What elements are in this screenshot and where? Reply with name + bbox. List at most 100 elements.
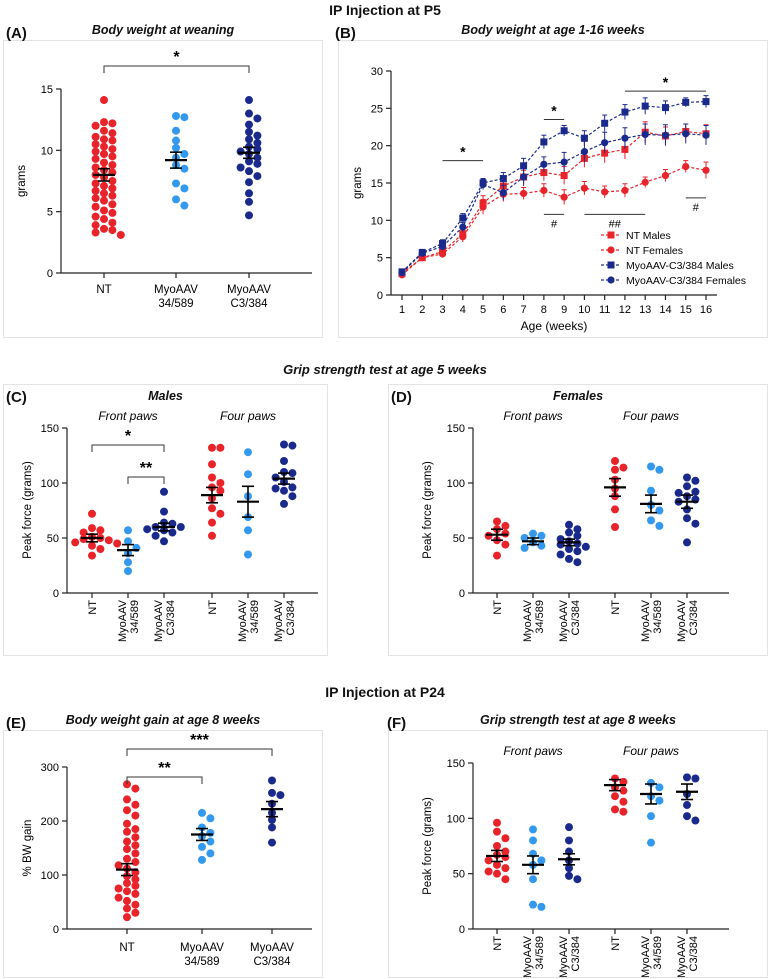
data-point — [484, 856, 493, 865]
data-point — [91, 132, 100, 141]
data-point — [540, 138, 548, 146]
x-tick-label: MyoAAV34/589 — [640, 935, 664, 977]
data-point — [131, 881, 140, 890]
data-point — [288, 483, 297, 492]
data-point — [691, 816, 700, 825]
annotation-label: * — [551, 103, 557, 119]
data-point — [245, 167, 253, 176]
data-point — [88, 551, 96, 560]
annotation-label: * — [460, 144, 466, 160]
data-point — [580, 148, 588, 156]
y-tick-label: 150 — [447, 423, 465, 435]
y-tick-label: 50 — [453, 533, 465, 545]
data-point — [501, 847, 510, 856]
data-point — [206, 849, 215, 858]
data-point — [253, 145, 262, 154]
x-tick-label: 4 — [460, 304, 466, 316]
data-point — [661, 104, 669, 112]
data-point — [565, 520, 573, 529]
data-point — [131, 833, 140, 842]
data-point — [208, 443, 216, 452]
data-point — [529, 529, 537, 538]
data-point — [683, 482, 691, 491]
y-axis-label: grams — [16, 165, 28, 197]
legend-marker — [607, 261, 615, 269]
data-point — [245, 127, 253, 136]
significance-bracket — [126, 748, 273, 756]
data-point — [565, 823, 573, 832]
panel-d: Females (D) 0 50 100 150 Peak force (grams) N… — [388, 384, 768, 656]
data-point — [479, 203, 487, 211]
data-point — [123, 780, 131, 789]
data-point — [537, 856, 546, 865]
group-label-front: Front paws — [98, 409, 157, 423]
chart-d: 0 50 100 150 Peak force (grams) NT MyoAAV34/58… — [422, 409, 729, 642]
data-point — [520, 162, 528, 170]
data-point — [123, 806, 131, 815]
data-point — [655, 506, 664, 515]
panel-e-label: (E) — [6, 715, 26, 732]
data-point — [216, 443, 225, 452]
y-tick-label: 5 — [47, 207, 53, 219]
data-point — [560, 193, 568, 201]
data-point — [501, 540, 510, 549]
data-point — [661, 171, 670, 180]
data-point — [540, 160, 548, 168]
x-tick-label: 1 — [399, 304, 405, 316]
data-point — [580, 184, 588, 192]
data-point — [216, 479, 225, 487]
data-point — [253, 159, 262, 168]
data-point — [280, 440, 288, 449]
data-point — [123, 827, 131, 836]
chart-c: 0 50 100 150 Peak force (grams) NT MyoAAV34/58… — [22, 409, 318, 642]
data-point — [556, 550, 565, 559]
data-point — [108, 119, 117, 128]
legend-marker — [607, 246, 615, 254]
data-point — [245, 211, 253, 220]
x-tick-label: NT — [492, 936, 504, 951]
data-point — [573, 547, 582, 556]
data-point — [647, 516, 655, 525]
x-tick-label: 5 — [480, 304, 486, 316]
data-point — [91, 121, 100, 130]
data-point — [619, 463, 628, 472]
data-point — [493, 818, 501, 827]
data-point — [198, 855, 206, 864]
y-axis-label: % BW gain — [22, 820, 34, 877]
data-point — [529, 836, 537, 845]
annotation-label: ## — [609, 218, 622, 230]
data-point — [702, 131, 710, 139]
data-point — [581, 542, 590, 551]
data-point — [493, 860, 501, 869]
significance-bracket — [91, 444, 165, 452]
legend-label: NT Females — [626, 245, 683, 257]
data-point — [438, 250, 447, 258]
x-tick-label: 7 — [521, 304, 527, 316]
data-point — [206, 837, 215, 846]
data-point — [108, 129, 117, 138]
data-point — [560, 172, 568, 180]
data-point — [208, 504, 216, 513]
annotation-label: # — [693, 202, 700, 214]
data-point — [493, 827, 501, 836]
data-point — [601, 119, 609, 127]
x-tick-label: MyoAAV34/589 — [237, 599, 261, 642]
data-point — [520, 189, 528, 198]
x-tick-label: MyoAAVC3/384 — [558, 599, 582, 642]
data-point — [520, 534, 529, 542]
x-tick-label: 6 — [500, 304, 506, 316]
data-point — [565, 545, 573, 553]
data-point — [100, 135, 108, 144]
data-point — [236, 163, 245, 172]
data-point — [208, 460, 216, 469]
data-point — [206, 814, 215, 823]
x-tick-label: NT — [87, 600, 99, 615]
x-tick-label: 9 — [561, 304, 567, 316]
x-tick-label: 2 — [419, 304, 425, 316]
y-tick-label: 50 — [453, 869, 465, 881]
data-point — [108, 208, 117, 217]
x-tick-label: MyoAAV34/589 — [117, 599, 141, 642]
panel-c-title: Males — [148, 389, 183, 403]
data-point — [573, 875, 582, 884]
data-point — [88, 541, 96, 550]
